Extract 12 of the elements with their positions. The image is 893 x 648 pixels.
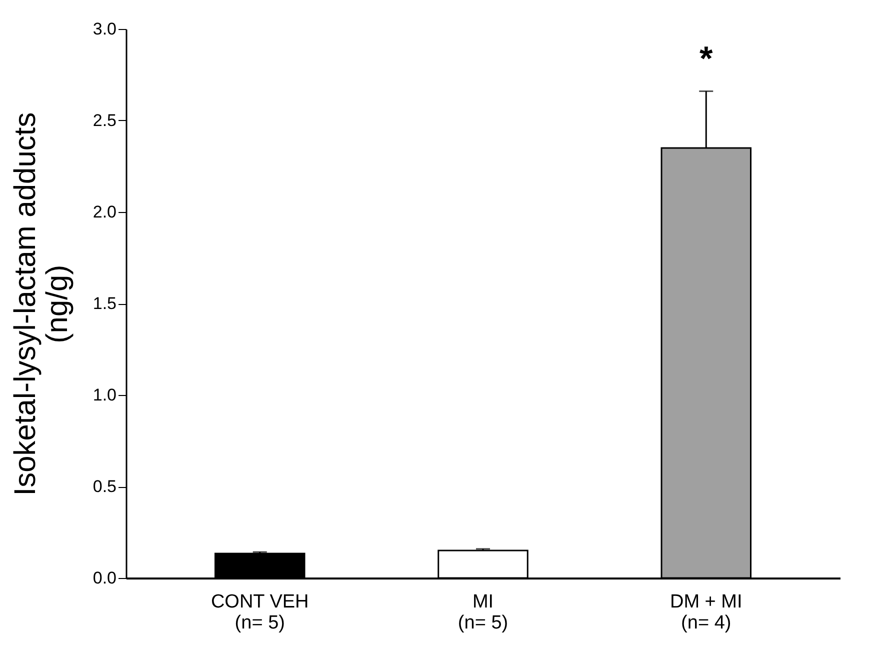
y-tick-label: 0.5: [92, 477, 116, 496]
y-tick-label: 3.0: [92, 20, 116, 38]
annotation: *: [700, 40, 714, 78]
x-tick-label: CONT VEH (n= 5): [210, 592, 309, 634]
y-tick-label: 0.0: [92, 568, 116, 588]
x-tick-label: MI (n= 5): [458, 592, 508, 634]
x-tick-label: DM + MI (n= 4): [670, 592, 742, 634]
y-tick-label: 2.5: [92, 111, 116, 130]
y-tick-label: 2.0: [92, 202, 116, 222]
y-tick-label: 1.0: [92, 386, 116, 404]
y-tick-label: 1.5: [92, 294, 116, 313]
y-axis-title: Isoketal-lysyl-lactam adducts (ng/g): [8, 112, 74, 496]
